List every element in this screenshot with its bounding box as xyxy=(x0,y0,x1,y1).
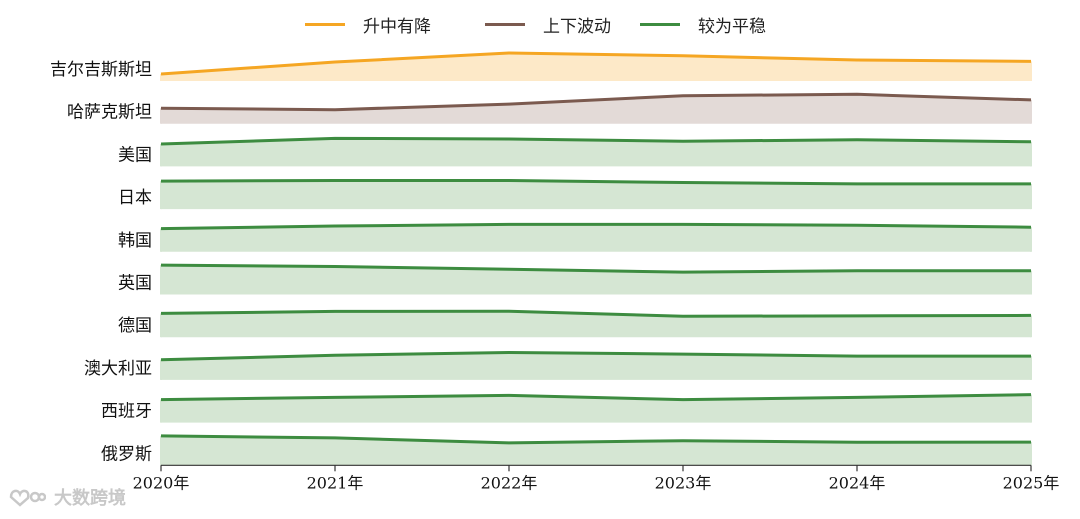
series-line xyxy=(160,309,1032,318)
row-label: 韩国 xyxy=(118,231,152,251)
series-line xyxy=(160,263,1031,274)
x-tick-label: 2025年 xyxy=(1003,473,1060,492)
series-line xyxy=(160,393,1032,402)
legend: 升中有降 上下波动 较为平稳 xyxy=(0,10,1080,38)
legend-item-rise-fall: 升中有降 xyxy=(305,10,431,38)
row-label: 吉尔吉斯斯坦 xyxy=(50,60,152,80)
series-line xyxy=(160,434,1032,445)
area-fill xyxy=(161,311,1031,338)
area-fill xyxy=(161,352,1031,380)
legend-swatch xyxy=(640,22,680,26)
watermark-logo-icon xyxy=(9,489,46,507)
x-tick-label: 2022年 xyxy=(481,473,538,492)
legend-label: 较为平稳 xyxy=(698,16,766,37)
row-label: 澳大利亚 xyxy=(84,359,152,379)
row-label: 德国 xyxy=(118,316,152,336)
area-fill xyxy=(161,53,1031,81)
watermark-text: 大数跨境 xyxy=(54,488,126,509)
area-fill xyxy=(161,94,1031,124)
row-label: 英国 xyxy=(118,274,152,294)
legend-label: 升中有降 xyxy=(363,16,431,37)
series-line xyxy=(160,92,1032,112)
series-line xyxy=(160,179,1031,186)
series-line xyxy=(160,136,1032,146)
area-fill xyxy=(161,180,1031,210)
area-fill xyxy=(161,138,1031,167)
legend-item-stable: 较为平稳 xyxy=(640,10,766,38)
x-tick-label: 2023年 xyxy=(655,473,712,492)
legend-label: 上下波动 xyxy=(543,16,611,37)
series-line xyxy=(160,351,1031,362)
x-tick-label: 2021年 xyxy=(307,473,364,492)
x-tick-label: 2024年 xyxy=(829,473,886,492)
x-tick-label: 2020年 xyxy=(133,473,190,492)
row-label: 美国 xyxy=(118,145,152,165)
legend-swatch xyxy=(485,22,525,26)
row-label: 俄罗斯 xyxy=(101,444,152,464)
row-label: 日本 xyxy=(118,188,152,208)
area-fill xyxy=(161,394,1031,423)
legend-swatch xyxy=(305,22,345,26)
area-fill xyxy=(161,224,1031,252)
row-label: 西班牙 xyxy=(101,402,152,422)
series-line xyxy=(160,222,1032,231)
series-line xyxy=(160,51,1032,76)
watermark: 大数跨境 xyxy=(8,484,126,510)
row-label: 哈萨克斯坦 xyxy=(67,103,152,123)
legend-item-fluctuating: 上下波动 xyxy=(485,10,611,38)
